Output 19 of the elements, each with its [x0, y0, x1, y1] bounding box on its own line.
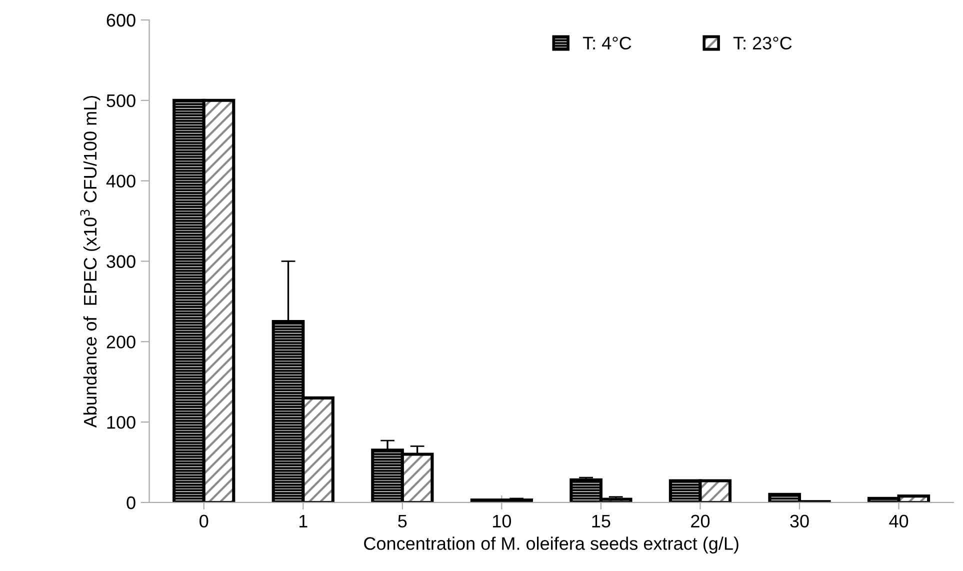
y-tick-label: 0	[126, 496, 136, 510]
legend-label: T: 4°C	[582, 36, 632, 50]
x-tick-label: 40	[889, 514, 908, 528]
x-tick-label: 1	[299, 514, 308, 528]
y-axis-title: Abundance of EPEC (x10$^{3}$ CFU/100 mL)	[80, 96, 100, 428]
x-tick-label: 10	[493, 514, 512, 528]
legend-label: T: 23°C	[733, 36, 792, 50]
y-tick-label: 600	[106, 14, 136, 27]
y-tick-label: 200	[106, 336, 136, 348]
x-axis-title: Concentration of M. oleifera seeds extract (g/L)	[364, 536, 738, 554]
y-tick-label: 400	[106, 174, 136, 188]
x-tick-label: 15	[592, 514, 610, 528]
x-tick-label: 0	[200, 514, 208, 528]
x-tick-label: 20	[691, 514, 710, 528]
y-tick-label: 300	[106, 255, 136, 268]
y-tick-label: 500	[106, 94, 136, 108]
x-tick-label: 30	[790, 514, 809, 528]
y-tick-label: 100	[107, 416, 136, 429]
x-tick-label: 5	[398, 514, 407, 528]
